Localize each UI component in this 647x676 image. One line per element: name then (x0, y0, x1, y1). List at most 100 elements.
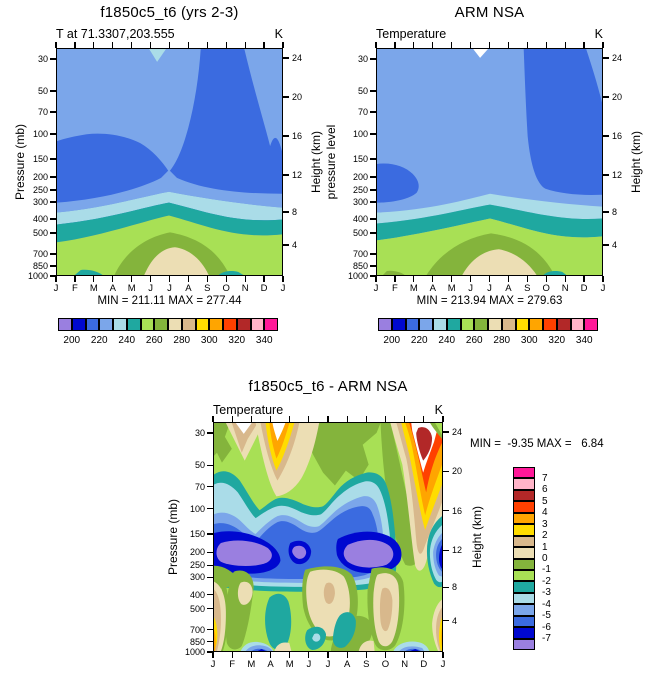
top-axis-tick (231, 416, 233, 422)
right-axis-tick (443, 470, 449, 473)
height-tick-label: 4 (292, 240, 298, 250)
bottom-axis-tick (212, 652, 214, 658)
top-axis-tick (394, 42, 396, 48)
top-axis-tick (206, 42, 208, 48)
colorbar-segment (71, 318, 86, 331)
top-axis-tick (545, 42, 547, 48)
right-axis-tick (603, 135, 609, 137)
month-label: J (600, 283, 606, 294)
left-axis-tick (50, 253, 56, 255)
colorbar-segment (513, 627, 535, 639)
contour-plot-model (57, 49, 282, 275)
left-axis-tick (370, 189, 376, 191)
top-axis-tick (365, 416, 367, 422)
right-axis-tick (603, 96, 609, 98)
height-tick-label: 20 (292, 92, 303, 102)
bottom-axis-tick (112, 276, 114, 282)
panel-subtitle-obs: Temperature (376, 27, 447, 41)
month-label: M (127, 283, 136, 294)
colorbar-segment (513, 581, 535, 593)
month-label: M (247, 659, 256, 670)
month-label: S (524, 283, 531, 294)
height-tick-label: 4 (612, 240, 618, 250)
colorbar-label: 340 (255, 335, 273, 346)
month-label: O (381, 659, 390, 670)
pressure-tick-label: 30 (194, 428, 205, 439)
top-axis-tick (488, 42, 491, 48)
colorbar-segment (378, 318, 392, 331)
month-label: O (222, 283, 230, 294)
colorbar-segment (515, 318, 530, 331)
left-axis-tick (207, 533, 213, 535)
colorbar-label: 260 (465, 335, 483, 346)
contour-panel-diff (213, 422, 443, 652)
colorbar-segment (419, 318, 433, 331)
right-axis-tick (283, 174, 289, 176)
colorbar-segment (195, 318, 210, 331)
pressure-tick-label: 150 (32, 154, 48, 164)
bottom-axis-tick (206, 276, 208, 282)
bottom-axis-tick (507, 276, 509, 282)
colorbar-segment (209, 318, 223, 331)
left-axis-tick (207, 608, 213, 610)
contour-plot-diff (214, 423, 442, 651)
bottom-axis-tick (282, 276, 284, 282)
pressure-tick-label: 1000 (184, 647, 205, 657)
colorbar-label: -2 (542, 575, 551, 587)
pressure-tick-label: 1000 (27, 271, 48, 281)
colorbar-segment (513, 535, 535, 548)
right-axis-tick (283, 211, 289, 213)
top-axis-tick (432, 42, 434, 48)
pressure-tick-label: 50 (37, 86, 48, 96)
colorbar-label: 2 (542, 530, 548, 542)
month-label: O (542, 283, 550, 294)
panel-units-diff: K (434, 403, 443, 417)
colorbar-segment (513, 615, 535, 628)
colorbar-label: -7 (542, 633, 551, 645)
colorbar-segment (513, 592, 535, 605)
bottom-axis-tick (404, 652, 406, 658)
colorbar-label: -5 (542, 610, 551, 622)
top-axis-tick (282, 42, 284, 48)
colorbar-label: 7 (542, 472, 548, 484)
colorbar-label: 280 (493, 335, 511, 346)
bottom-axis-tick (55, 276, 57, 282)
colorbar-segment (58, 318, 72, 331)
month-label: J (148, 283, 153, 294)
month-label: J (306, 659, 312, 670)
month-label: J (210, 659, 216, 670)
minmax-diff: MIN = -9.35 MAX = 6.84 (470, 438, 604, 450)
pressure-tick-label: 70 (37, 107, 48, 117)
colorbar-segment (513, 478, 535, 490)
left-axis-tick (50, 275, 56, 277)
colorbar-label: 320 (228, 335, 246, 346)
colorbar-segment (584, 318, 598, 331)
colorbar-segment (513, 638, 535, 650)
top-axis-tick (187, 42, 189, 48)
right-axis-tick (443, 510, 449, 512)
panel-title-model: f1850c5_t6 (yrs 2-3) (100, 4, 239, 21)
colorbar-label: 280 (173, 335, 191, 346)
left-axis-tick (50, 265, 56, 267)
bottom-axis-tick (231, 652, 233, 658)
colorbar-segment (250, 318, 265, 331)
month-label: D (260, 283, 268, 294)
colorbar-segment (460, 318, 475, 331)
pressure-tick-label: 100 (189, 503, 205, 514)
colorbar-segment (113, 318, 127, 331)
top-axis-tick (507, 42, 509, 48)
pressure-tick-label: 400 (32, 214, 48, 224)
right-axis-tick (443, 620, 449, 622)
panel-title-diff: f1850c5_t6 - ARM NSA (248, 378, 408, 395)
bottom-axis-tick (564, 276, 566, 282)
bottom-axis-tick (442, 652, 444, 658)
right-axis-tick (603, 174, 609, 176)
minmax-obs: MIN = 213.94 MAX = 279.63 (416, 295, 563, 307)
left-axis-tick (207, 641, 213, 643)
pressure-tick-label: 250 (352, 185, 368, 195)
colorbar-segment (513, 489, 535, 502)
colorbar-segment (140, 318, 155, 331)
panel-units-model: K (274, 27, 283, 41)
colorbar-label: 5 (542, 495, 548, 507)
month-label: D (580, 283, 588, 294)
